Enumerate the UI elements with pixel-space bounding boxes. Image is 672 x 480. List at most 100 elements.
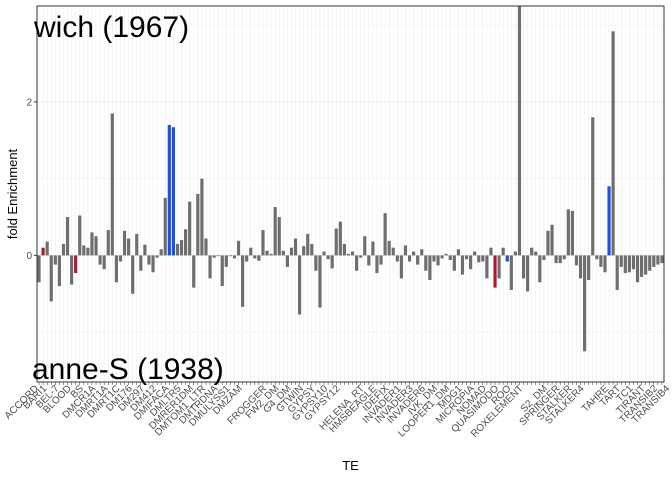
bar (49, 255, 53, 302)
bar (424, 255, 428, 271)
bar (61, 243, 66, 256)
bar (562, 255, 566, 260)
bar (399, 255, 403, 279)
bar (550, 224, 554, 256)
bar (285, 255, 289, 267)
annotation-bottom: anne-S (1938) (32, 353, 224, 386)
bar (570, 210, 574, 256)
panel-border (36, 5, 665, 383)
bar (359, 255, 363, 258)
bar (591, 117, 595, 256)
bar (367, 255, 371, 266)
bar (37, 255, 41, 283)
bar (350, 251, 355, 256)
bar (501, 247, 505, 256)
bar (78, 215, 82, 256)
bar (241, 255, 245, 307)
bar (281, 250, 285, 256)
bar (497, 255, 501, 279)
bar (253, 255, 257, 259)
bar (611, 31, 615, 256)
bar (379, 255, 383, 265)
bar (216, 255, 220, 257)
bar (232, 255, 237, 259)
bar (603, 255, 607, 273)
bar (648, 255, 652, 271)
bar (436, 255, 440, 266)
bar (656, 255, 660, 265)
bar (65, 217, 70, 256)
bar (623, 255, 627, 274)
bar (122, 230, 127, 256)
bar (420, 249, 424, 256)
bar (509, 255, 513, 290)
bar (428, 255, 432, 280)
bar (57, 255, 61, 287)
bar (322, 251, 326, 256)
bar (293, 238, 298, 256)
bar (106, 230, 110, 256)
bar (473, 251, 477, 256)
bar (652, 255, 656, 267)
bar (493, 255, 497, 288)
bar (477, 255, 481, 263)
bar (236, 240, 241, 256)
bar (114, 255, 118, 283)
bar (485, 255, 489, 279)
bar (90, 232, 94, 256)
bar (131, 255, 135, 294)
bar (395, 255, 399, 262)
bar (273, 207, 277, 256)
bar (171, 127, 175, 256)
bar (184, 229, 188, 256)
bar (432, 255, 436, 262)
bar (554, 255, 558, 264)
bar (289, 247, 294, 256)
bar (257, 255, 261, 261)
bar (444, 253, 448, 256)
bar (403, 245, 408, 256)
bar (135, 233, 139, 256)
bar (521, 255, 526, 279)
bar (538, 255, 542, 283)
bar (224, 255, 228, 267)
bar (599, 255, 603, 267)
bar (147, 255, 151, 265)
grid-layer (37, 6, 664, 382)
annotation-top: wich (1967) (33, 11, 189, 44)
bar (615, 255, 619, 290)
bar (383, 213, 387, 256)
bar (412, 251, 416, 256)
bar (82, 245, 86, 256)
bar (326, 255, 330, 260)
x-axis: ACCORDBARI1BEL-7BLOODBSDMCR1ADMRT1ADMRT1… (3, 382, 672, 440)
bar (407, 255, 412, 262)
bar (277, 217, 281, 256)
bar (619, 255, 623, 267)
bar (298, 255, 302, 315)
bar (167, 124, 171, 256)
bar (464, 255, 469, 260)
bar (371, 241, 375, 256)
bar (330, 255, 334, 269)
bar (265, 250, 269, 256)
bar (179, 240, 184, 256)
bar (318, 255, 322, 308)
bar (505, 255, 509, 262)
bar (387, 240, 391, 256)
bar (338, 221, 342, 256)
bar (310, 243, 314, 256)
bar (192, 255, 196, 288)
bar (546, 230, 550, 256)
bar (204, 238, 208, 256)
bar (249, 247, 253, 256)
bar (452, 255, 456, 271)
bar (355, 255, 359, 271)
y-tick-label: 0 (26, 251, 32, 262)
bar (53, 255, 57, 265)
bar (489, 247, 493, 256)
y-axis-title: fold Enrichment (5, 148, 20, 239)
bar (566, 209, 570, 256)
